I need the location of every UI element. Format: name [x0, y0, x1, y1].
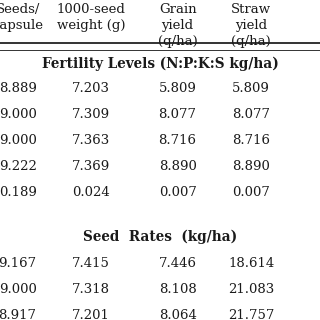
Text: 9.000: 9.000: [0, 108, 36, 121]
Text: 8.064: 8.064: [159, 309, 196, 320]
Text: Seed  Rates  (kg/ha): Seed Rates (kg/ha): [83, 230, 237, 244]
Text: 21.083: 21.083: [228, 283, 274, 296]
Text: 8.917: 8.917: [0, 309, 36, 320]
Text: 8.889: 8.889: [0, 82, 36, 94]
Text: 9.222: 9.222: [0, 160, 36, 173]
Text: Grain
yield
(q/ha): Grain yield (q/ha): [158, 3, 197, 48]
Text: 8.077: 8.077: [232, 108, 270, 121]
Text: 8.890: 8.890: [159, 160, 196, 173]
Text: 9.000: 9.000: [0, 283, 36, 296]
Text: 0.007: 0.007: [159, 187, 196, 199]
Text: 7.318: 7.318: [72, 283, 110, 296]
Text: 7.446: 7.446: [159, 257, 196, 269]
Text: Fertility Levels (N:P:K:S kg/ha): Fertility Levels (N:P:K:S kg/ha): [42, 57, 278, 71]
Text: 9.000: 9.000: [0, 134, 36, 147]
Text: 21.757: 21.757: [228, 309, 274, 320]
Text: 0.024: 0.024: [72, 187, 110, 199]
Text: 9.167: 9.167: [0, 257, 37, 269]
Text: 8.890: 8.890: [232, 160, 270, 173]
Text: 8.716: 8.716: [232, 134, 270, 147]
Text: 5.809: 5.809: [232, 82, 270, 94]
Text: Straw
yield
(q/ha): Straw yield (q/ha): [231, 3, 271, 48]
Text: 5.809: 5.809: [159, 82, 196, 94]
Text: 7.309: 7.309: [72, 108, 110, 121]
Text: 7.415: 7.415: [72, 257, 110, 269]
Text: Seeds/
capsule: Seeds/ capsule: [0, 3, 43, 32]
Text: 7.369: 7.369: [72, 160, 110, 173]
Text: 7.363: 7.363: [72, 134, 110, 147]
Text: 7.203: 7.203: [72, 82, 110, 94]
Text: 0.189: 0.189: [0, 187, 36, 199]
Text: 18.614: 18.614: [228, 257, 274, 269]
Text: 8.716: 8.716: [159, 134, 196, 147]
Text: 8.077: 8.077: [159, 108, 196, 121]
Text: 0.007: 0.007: [232, 187, 270, 199]
Text: 8.108: 8.108: [159, 283, 196, 296]
Text: 7.201: 7.201: [72, 309, 110, 320]
Text: 1000-seed
weight (g): 1000-seed weight (g): [57, 3, 126, 32]
